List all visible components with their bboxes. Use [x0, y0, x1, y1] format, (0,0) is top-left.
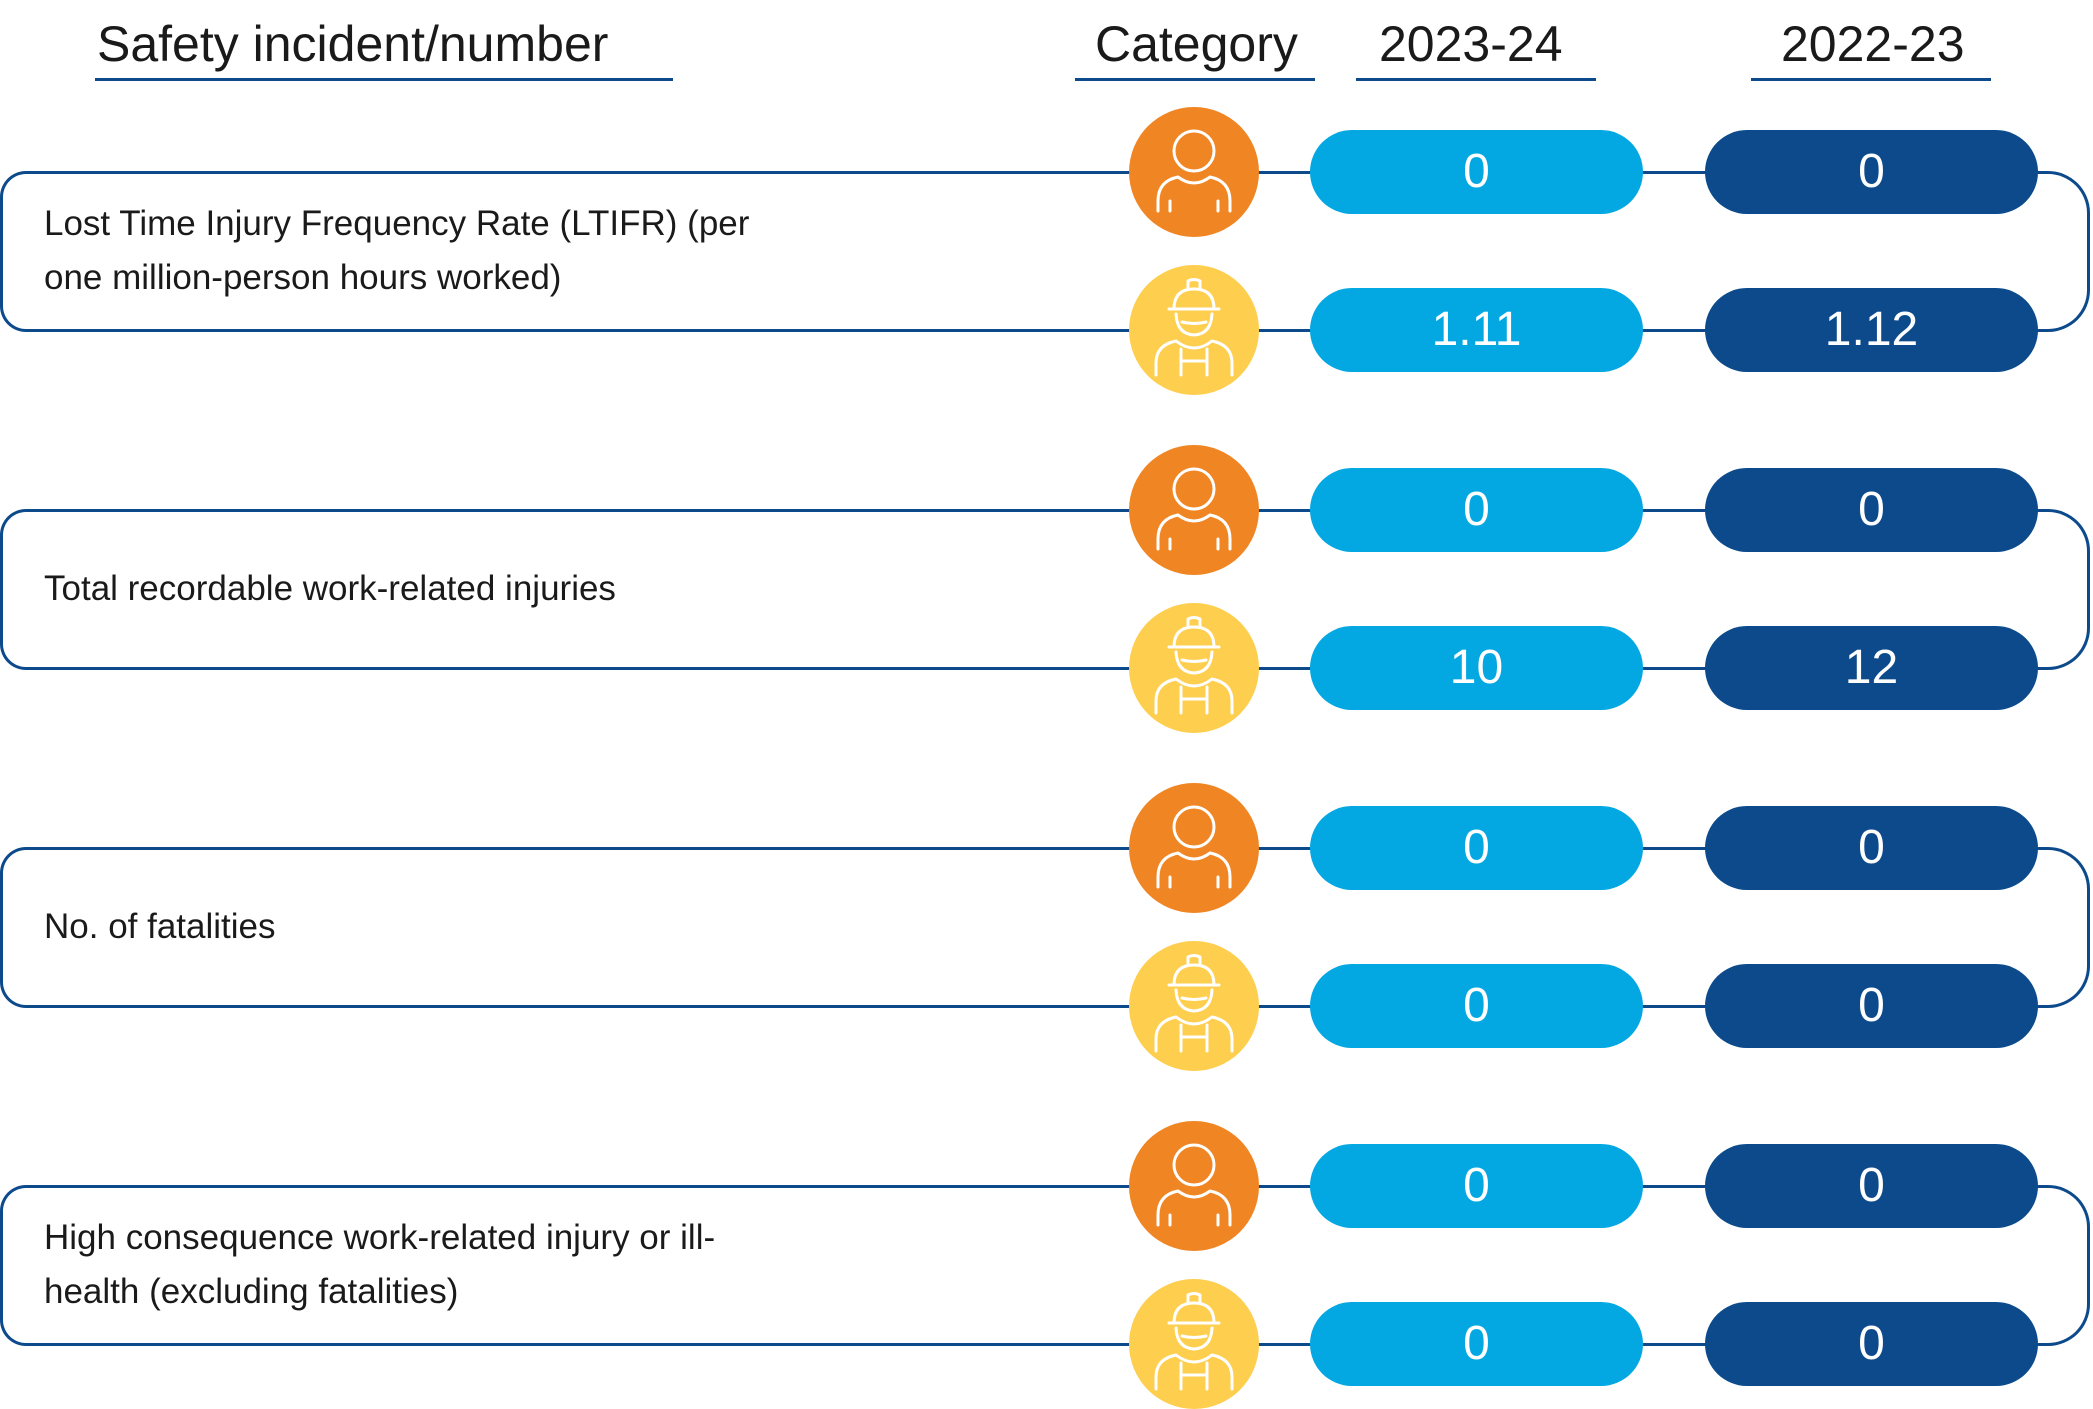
header-current-year: 2023-24 — [1379, 16, 1563, 72]
value-pill-2022-23: 0 — [1705, 1144, 2038, 1228]
worker-hardhat-icon — [1129, 1279, 1259, 1409]
row-bracket-left — [0, 1185, 1194, 1346]
header-incident-underline — [95, 78, 673, 81]
row-bracket-left — [0, 171, 1194, 332]
header-category: Category — [1095, 16, 1298, 72]
value-pill-2023-24: 1.11 — [1310, 288, 1643, 372]
row-label: Lost Time Injury Frequency Rate (LTIFR) … — [44, 204, 750, 297]
row-bracket-right — [1998, 509, 2090, 670]
row-bracket-right — [1998, 1185, 2090, 1346]
employee-person-icon — [1129, 1121, 1259, 1251]
row-label: Total recordable work-related injuries — [44, 569, 616, 608]
worker-hardhat-icon — [1129, 941, 1259, 1071]
employee-person-icon — [1129, 783, 1259, 913]
employee-person-icon — [1129, 107, 1259, 237]
header-current-year-underline — [1356, 78, 1596, 81]
value-pill-2022-23: 0 — [1705, 130, 2038, 214]
value-pill-2023-24: 0 — [1310, 130, 1643, 214]
header-category-underline — [1075, 78, 1315, 81]
value-pill-2023-24: 0 — [1310, 468, 1643, 552]
worker-hardhat-icon — [1129, 603, 1259, 733]
employee-person-icon — [1129, 445, 1259, 575]
value-pill-2022-23: 12 — [1705, 626, 2038, 710]
value-pill-2022-23: 0 — [1705, 1302, 2038, 1386]
row-bracket-right — [1998, 171, 2090, 332]
value-pill-2023-24: 0 — [1310, 1144, 1643, 1228]
value-pill-2023-24: 0 — [1310, 806, 1643, 890]
value-pill-2022-23: 0 — [1705, 468, 2038, 552]
worker-hardhat-icon — [1129, 265, 1259, 395]
value-pill-2023-24: 0 — [1310, 964, 1643, 1048]
header-previous-year: 2022-23 — [1781, 16, 1965, 72]
value-pill-2022-23: 0 — [1705, 806, 2038, 890]
value-pill-2022-23: 0 — [1705, 964, 2038, 1048]
header-previous-year-underline — [1751, 78, 1991, 81]
row-bracket-left — [0, 509, 1194, 670]
value-pill-2023-24: 0 — [1310, 1302, 1643, 1386]
row-label: No. of fatalities — [44, 907, 276, 946]
value-pill-2022-23: 1.12 — [1705, 288, 2038, 372]
row-bracket-right — [1998, 847, 2090, 1008]
row-bracket-left — [0, 847, 1194, 1008]
header-incident: Safety incident/number — [97, 16, 609, 72]
row-label: High consequence work-related injury or … — [44, 1218, 716, 1311]
value-pill-2023-24: 10 — [1310, 626, 1643, 710]
